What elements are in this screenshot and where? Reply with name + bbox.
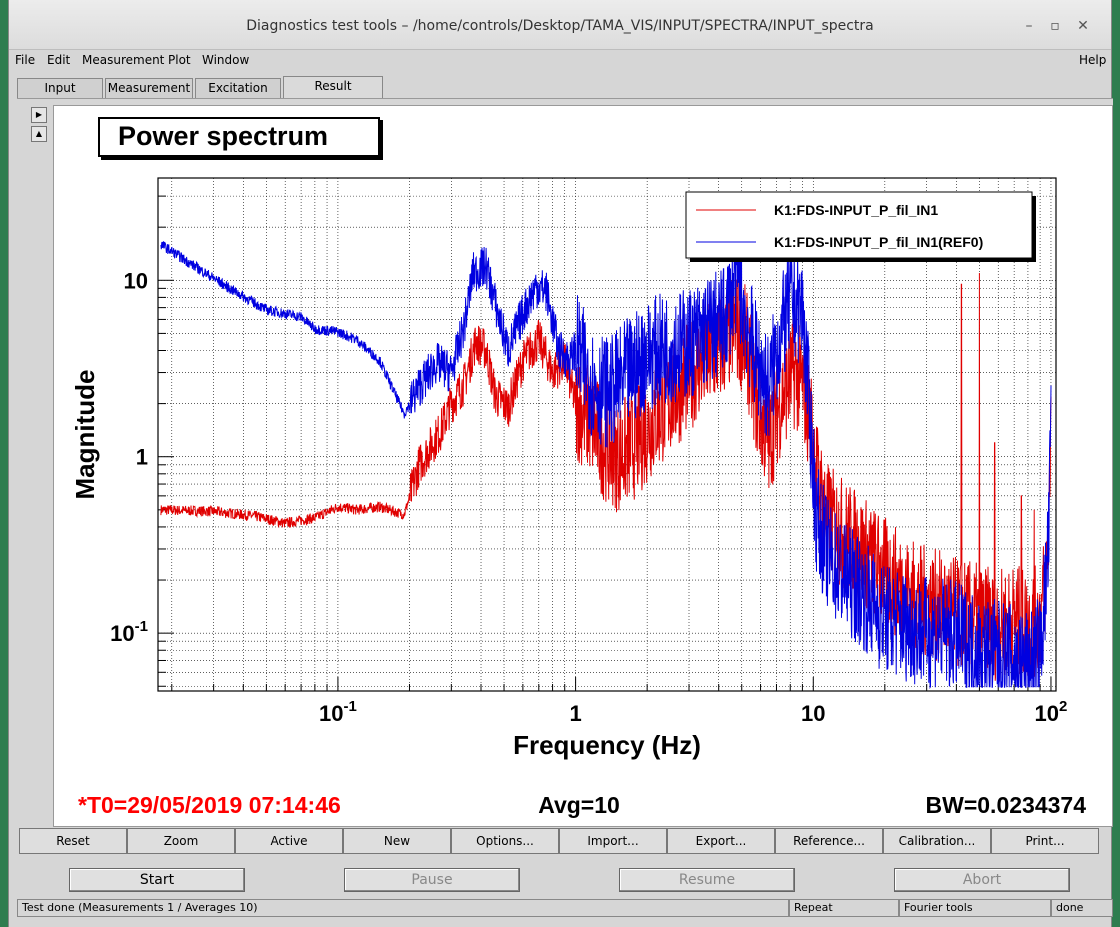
tab-result[interactable]: Result [283, 76, 383, 98]
reset-button[interactable]: Reset [19, 828, 127, 854]
minimize-icon[interactable]: – [1025, 18, 1033, 34]
series-line-1 [160, 221, 1052, 690]
options-button[interactable]: Options... [451, 828, 559, 854]
window-title: Diagnostics test tools – /home/controls/… [246, 18, 874, 34]
plot-pad-controls: ▶ ▲ [31, 107, 47, 145]
x-axis-label: Frequency (Hz) [513, 730, 701, 760]
y-tick-label: 10-1 [110, 618, 148, 646]
maximize-icon[interactable]: ▫ [1050, 18, 1060, 34]
menu-measurement[interactable]: Measurement [82, 53, 165, 67]
legend-label-1: K1:FDS-INPUT_P_fil_IN1(REF0) [774, 234, 983, 250]
plot-frame-border [157, 177, 1057, 692]
tab-measurement[interactable]: Measurement [105, 78, 193, 98]
abort-button[interactable]: Abort [894, 868, 1070, 892]
bw-label: BW=0.0234374 [926, 792, 1087, 818]
close-icon[interactable]: ✕ [1077, 18, 1089, 34]
tab-input[interactable]: Input [17, 78, 103, 98]
new-button[interactable]: New [343, 828, 451, 854]
spectrum-chart[interactable]: 10-1 1 10 102 10-1 1 10 Frequency (Hz) Magnitude… [54, 106, 1114, 828]
title-bar: Diagnostics test tools – /home/controls/… [9, 0, 1111, 50]
start-button[interactable]: Start [69, 868, 245, 892]
pause-button[interactable]: Pause [344, 868, 520, 892]
calibration-button[interactable]: Calibration... [883, 828, 991, 854]
x-tick-label: 1 [569, 701, 581, 726]
menu-bar: File Edit Measurement Plot Window Help [9, 50, 1111, 72]
plot-action-bar: Reset Zoom Active New Options... Import.… [17, 828, 1113, 854]
plot-title: Power spectrum [98, 117, 380, 157]
t0-label: *T0=29/05/2019 07:14:46 [78, 792, 341, 818]
status-message: Test done (Measurements 1 / Averages 10) [17, 899, 789, 917]
menu-help[interactable]: Help [1079, 53, 1107, 67]
menu-window[interactable]: Window [202, 53, 250, 67]
zoom-button[interactable]: Zoom [127, 828, 235, 854]
tab-bar: Input Measurement Excitation Result [17, 76, 1113, 98]
expand-right-icon[interactable]: ▶ [31, 107, 47, 123]
reference-button[interactable]: Reference... [775, 828, 883, 854]
result-panel: ▶ ▲ Power spectrum 10-1 1 10 102 10-1 1 10 Freq… [17, 98, 1113, 827]
status-bar: Test done (Measurements 1 / Averages 10)… [17, 899, 1113, 917]
print-button[interactable]: Print... [991, 828, 1099, 854]
legend-label-0: K1:FDS-INPUT_P_fil_IN1 [774, 202, 938, 218]
import-button[interactable]: Import... [559, 828, 667, 854]
y-tick-label: 10 [124, 268, 148, 293]
y-tick-label: 1 [136, 445, 148, 470]
legend-box [685, 191, 1033, 259]
status-repeat: Repeat [789, 899, 899, 917]
active-button[interactable]: Active [235, 828, 343, 854]
status-tools: Fourier tools [899, 899, 1051, 917]
menu-file[interactable]: File [15, 53, 36, 67]
menu-plot[interactable]: Plot [168, 53, 191, 67]
menu-edit[interactable]: Edit [47, 53, 71, 67]
plot-pad[interactable]: Power spectrum 10-1 1 10 102 10-1 1 10 Frequenc… [53, 105, 1113, 827]
x-tick-label: 10 [801, 701, 825, 726]
export-button[interactable]: Export... [667, 828, 775, 854]
avg-label: Avg=10 [538, 792, 620, 818]
tab-excitation[interactable]: Excitation [195, 78, 281, 98]
status-state: done [1051, 899, 1113, 917]
x-tick-label: 10-1 [319, 698, 357, 726]
x-tick-label: 102 [1035, 698, 1068, 726]
test-control-bar: Start Pause Resume Abort [17, 868, 1113, 894]
series-line-0 [160, 272, 1052, 682]
y-axis-label: Magnitude [70, 370, 100, 500]
collapse-up-icon[interactable]: ▲ [31, 126, 47, 142]
app-window: Diagnostics test tools – /home/controls/… [8, 0, 1113, 927]
resume-button[interactable]: Resume [619, 868, 795, 892]
